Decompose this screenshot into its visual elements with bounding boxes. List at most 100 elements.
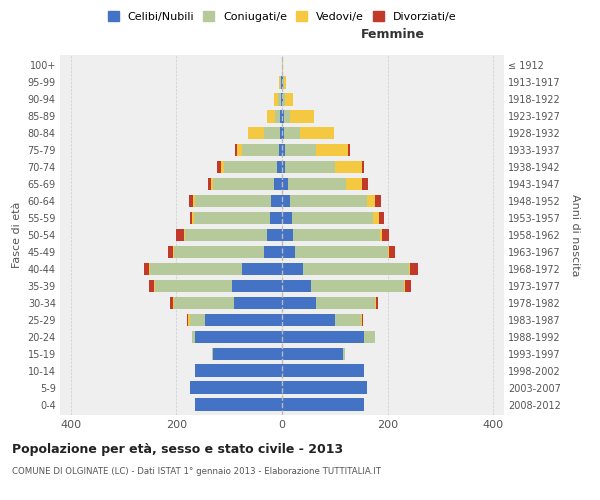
Bar: [300, 126, 334, 140]
Bar: [281, 93, 282, 106]
Bar: [290, 110, 314, 122]
Bar: [237, 144, 242, 156]
Bar: [282, 144, 284, 156]
Bar: [367, 194, 374, 207]
Bar: [195, 398, 282, 411]
Bar: [192, 330, 195, 344]
Text: Popolazione per età, sesso e stato civile - 2013: Popolazione per età, sesso e stato civil…: [12, 442, 343, 456]
Bar: [212, 348, 213, 360]
Bar: [150, 262, 242, 276]
Bar: [274, 178, 282, 190]
Bar: [170, 296, 173, 310]
Bar: [274, 93, 278, 106]
Bar: [362, 160, 364, 173]
Bar: [283, 93, 285, 106]
Bar: [316, 296, 374, 310]
Bar: [195, 364, 282, 377]
Bar: [143, 262, 149, 276]
Bar: [190, 382, 282, 394]
Bar: [389, 246, 395, 258]
Bar: [284, 144, 316, 156]
Bar: [221, 160, 224, 173]
Bar: [282, 330, 364, 344]
Bar: [155, 280, 232, 292]
Bar: [187, 314, 188, 326]
Bar: [263, 246, 282, 258]
Bar: [275, 110, 280, 122]
Bar: [242, 144, 280, 156]
Bar: [264, 126, 280, 140]
Bar: [169, 246, 173, 258]
Bar: [192, 212, 194, 224]
Bar: [205, 314, 282, 326]
Bar: [282, 296, 316, 310]
Bar: [285, 160, 335, 173]
Bar: [362, 178, 368, 190]
Bar: [295, 246, 388, 258]
Bar: [410, 262, 418, 276]
Bar: [282, 364, 364, 377]
Bar: [282, 246, 295, 258]
Bar: [149, 280, 154, 292]
Bar: [154, 280, 155, 292]
Bar: [290, 194, 367, 207]
Bar: [293, 228, 380, 241]
Bar: [282, 59, 283, 72]
Bar: [193, 194, 195, 207]
Bar: [379, 212, 384, 224]
Bar: [188, 314, 190, 326]
Bar: [194, 212, 271, 224]
Bar: [284, 110, 290, 122]
Bar: [282, 314, 335, 326]
Bar: [335, 314, 361, 326]
Bar: [235, 296, 282, 310]
Bar: [380, 228, 382, 241]
Bar: [311, 280, 404, 292]
Bar: [282, 262, 303, 276]
Bar: [282, 194, 290, 207]
Bar: [282, 382, 367, 394]
Bar: [278, 93, 281, 106]
Bar: [282, 178, 289, 190]
Bar: [271, 194, 282, 207]
Bar: [348, 144, 350, 156]
Bar: [282, 398, 364, 411]
Bar: [224, 160, 277, 173]
Bar: [282, 348, 343, 360]
Bar: [303, 262, 409, 276]
Bar: [282, 93, 283, 106]
Y-axis label: Anni di nascita: Anni di nascita: [571, 194, 580, 276]
Bar: [289, 178, 346, 190]
Bar: [173, 246, 263, 258]
Bar: [248, 126, 264, 140]
Bar: [271, 212, 282, 224]
Bar: [343, 348, 346, 360]
Bar: [282, 212, 292, 224]
Bar: [280, 76, 281, 88]
Bar: [346, 178, 362, 190]
Bar: [211, 178, 213, 190]
Bar: [409, 262, 410, 276]
Bar: [280, 110, 282, 122]
Bar: [213, 348, 282, 360]
Bar: [373, 212, 379, 224]
Bar: [404, 280, 411, 292]
Bar: [282, 110, 284, 122]
Bar: [374, 194, 381, 207]
Bar: [335, 160, 362, 173]
Bar: [279, 76, 280, 88]
Bar: [284, 76, 286, 88]
Bar: [235, 144, 237, 156]
Bar: [232, 280, 282, 292]
Bar: [362, 314, 364, 326]
Bar: [217, 160, 221, 173]
Bar: [242, 262, 282, 276]
Bar: [277, 160, 282, 173]
Bar: [173, 296, 235, 310]
Bar: [267, 110, 275, 122]
Bar: [195, 330, 282, 344]
Bar: [374, 296, 376, 310]
Bar: [388, 246, 389, 258]
Bar: [284, 126, 300, 140]
Bar: [213, 178, 274, 190]
